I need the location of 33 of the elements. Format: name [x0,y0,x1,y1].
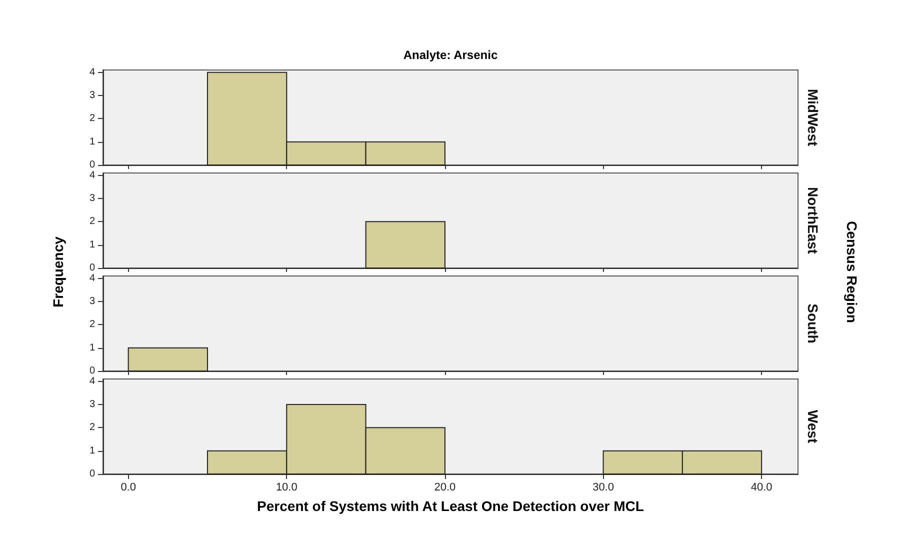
y-tick-label: 0 [89,262,96,274]
y-tick-label: 1 [89,445,96,456]
y-tick-label: 0 [89,366,96,376]
chart-title: Analyte: Arsenic [402,48,499,62]
y2-axis-title: NorthEast [805,187,821,254]
x-tick-label: 30.0 [592,482,614,494]
y-tick-label: 4 [89,376,96,387]
y2-axis-title: South [805,304,821,344]
y-tick-label: 2 [89,113,96,124]
x-axis-title: Percent of Systems with At Least One Detection over MCL [256,498,645,514]
y-tick-label: 0 [89,468,96,480]
y-tick-label: 4 [89,66,96,78]
y2-axis-title: West [805,410,821,444]
y-tick-label: 1 [89,342,96,354]
y-tick-label: 1 [89,136,96,148]
y-tick-label: 2 [89,216,96,228]
y2-axis-title: MidWest [805,88,821,146]
y-tick-label: 3 [89,296,96,307]
y-tick-label: 4 [89,272,96,284]
y-tick-label: 2 [89,422,96,434]
y-tick-label: 0 [89,160,96,170]
y-tick-label: 3 [89,192,96,204]
y-tick-label: 3 [89,398,96,410]
y-tick-label: 2 [89,319,96,330]
text: Census Region [844,221,860,323]
y-tick-label: 1 [89,239,96,250]
x-tick-label: 0.0 [120,482,136,494]
y-tick-label: 3 [89,90,96,101]
y-axis-title: Frequency [50,236,66,308]
x-tick-label: 40.0 [750,482,772,494]
x-tick-label: 20.0 [434,482,456,494]
y-tick-label: 4 [89,170,96,181]
x-tick-label: 10.0 [276,482,298,494]
